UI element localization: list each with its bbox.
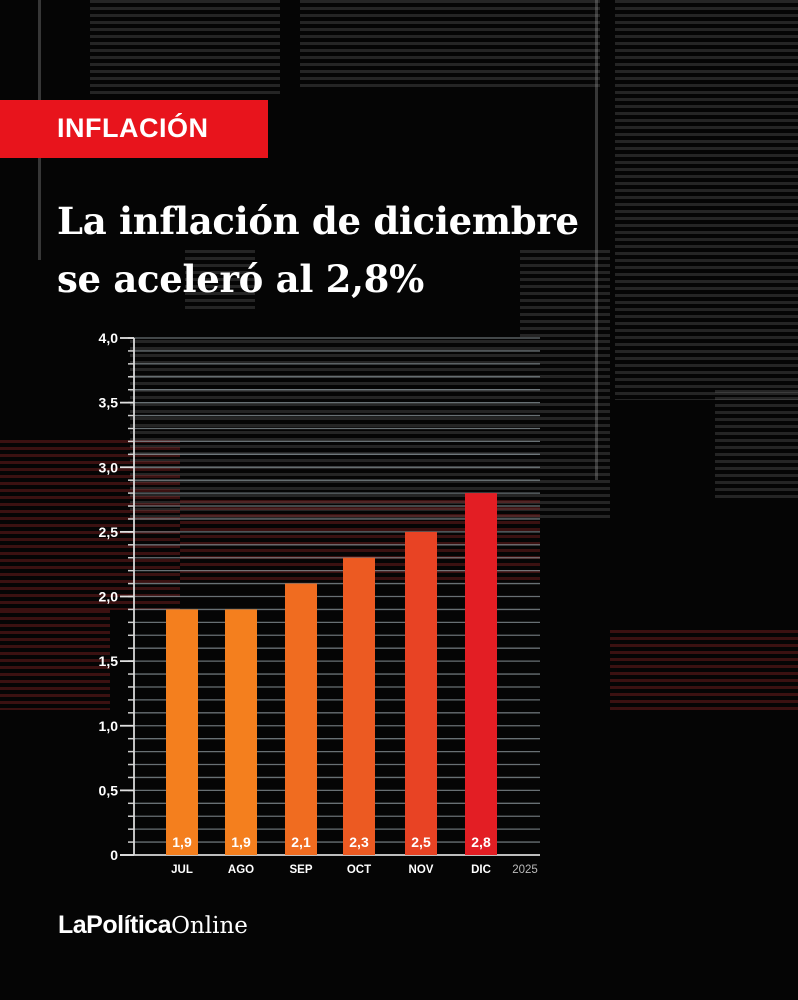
x-tick-label: SEP: [289, 864, 312, 876]
y-tick-label: 3,5: [99, 395, 119, 411]
bars: [166, 493, 497, 855]
bar-dic: [465, 493, 497, 855]
logo-bold: LaPolítica: [58, 911, 172, 939]
x-tick-label: NOV: [409, 864, 434, 876]
value-label: 2,3: [349, 834, 369, 850]
y-tick-label: 1,0: [99, 718, 119, 734]
y-tick-label: 2,5: [99, 524, 119, 540]
labels: 0 0,5 1,0 1,5 2,0 2,5 3,0 3,5 4,0 1,9 JUL 1,9 AGO 2,1…: [99, 330, 538, 876]
year-annotation: 2025: [512, 864, 538, 876]
category-tag: INFLACIÓN: [0, 100, 268, 158]
y-tick-label: 0: [110, 847, 118, 863]
bar-sep: [285, 583, 317, 855]
headline: La inflación de diciembre se aceleró al …: [57, 192, 617, 308]
category-tag-label: INFLACIÓN: [57, 113, 209, 143]
brand-logo: LaPolíticaOnline: [58, 911, 248, 940]
y-tick-label: 4,0: [99, 330, 119, 346]
bar-jul: [166, 609, 198, 855]
y-tick-label: 0,5: [99, 782, 119, 798]
headline-line-1: La inflación de diciembre: [57, 199, 579, 243]
x-tick-label: AGO: [228, 864, 254, 876]
x-tick-label: DIC: [471, 864, 491, 876]
headline-line-2: se aceleró al 2,8%: [57, 257, 424, 301]
y-tick-label: 1,5: [99, 653, 119, 669]
y-tick-label: 2,0: [99, 589, 119, 605]
x-tick-label: OCT: [347, 864, 371, 876]
value-label: 1,9: [172, 834, 192, 850]
value-label: 2,5: [411, 834, 431, 850]
value-label: 2,1: [291, 834, 311, 850]
bar-nov: [405, 531, 437, 855]
y-tick-label: 3,0: [99, 459, 119, 475]
bar-ago: [225, 609, 257, 855]
x-tick-label: JUL: [171, 864, 193, 876]
bar-oct: [343, 557, 375, 855]
value-label: 2,8: [471, 834, 491, 850]
logo-regular: Online: [171, 913, 248, 939]
value-label: 1,9: [231, 834, 251, 850]
